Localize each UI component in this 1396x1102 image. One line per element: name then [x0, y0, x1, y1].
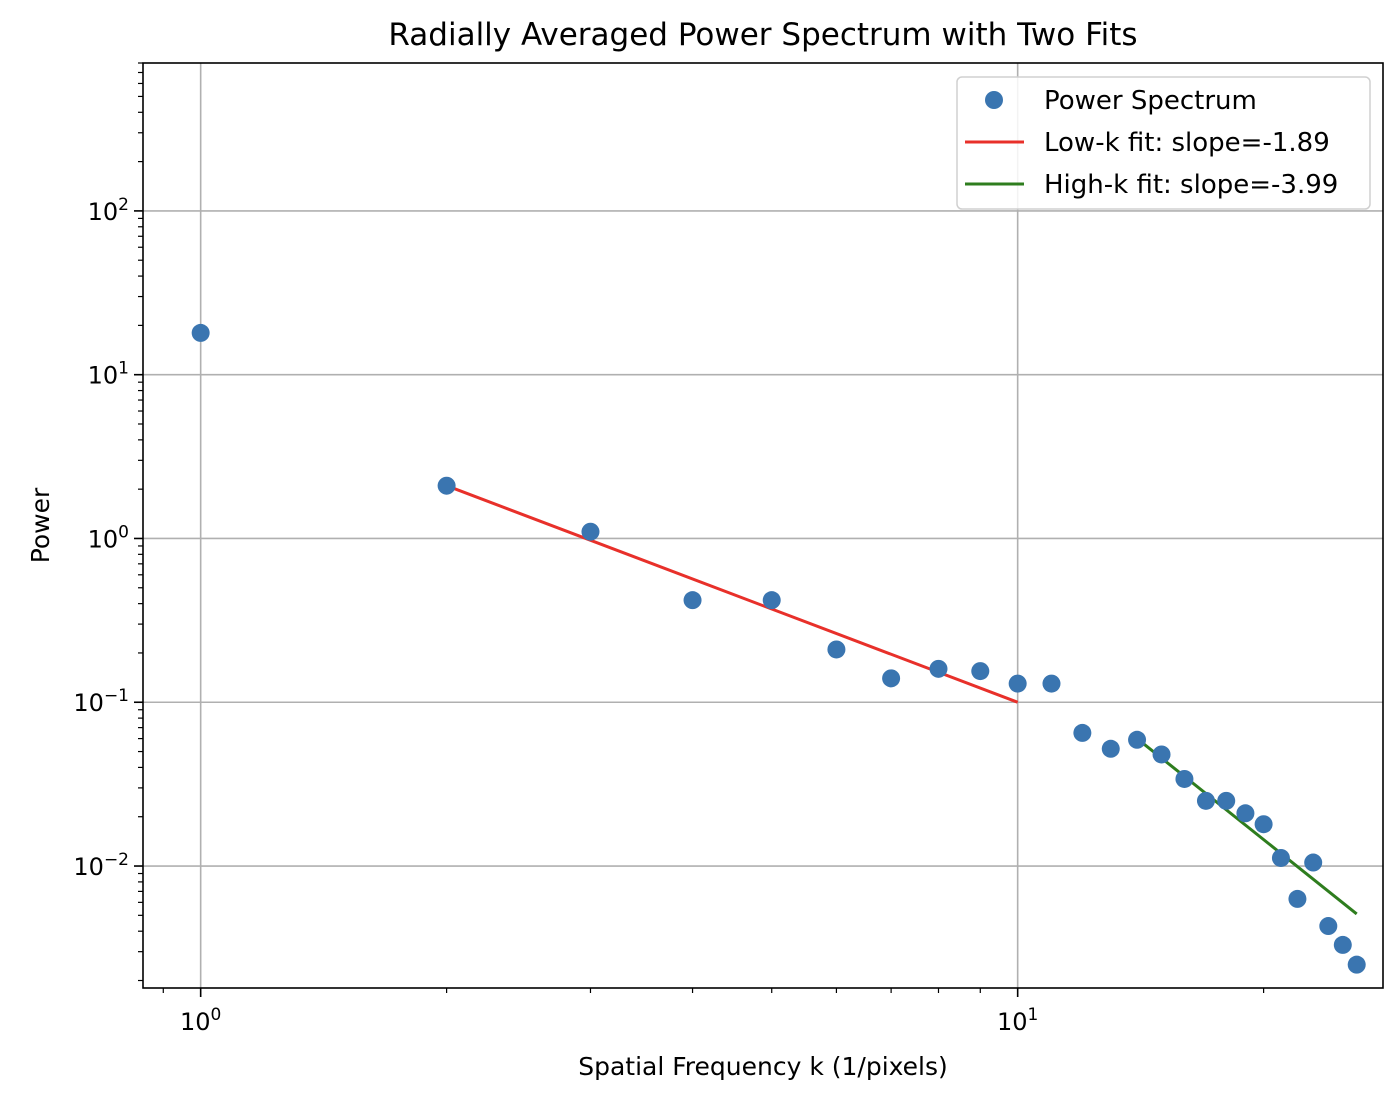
data-point [191, 323, 210, 342]
data-point [1254, 815, 1273, 834]
plot-area [191, 323, 1366, 974]
axes-frame [142, 62, 1384, 989]
x-tick-label: 101 [997, 1005, 1038, 1036]
y-tick-label: 101 [88, 359, 129, 390]
legend-box [956, 76, 1371, 210]
grid [143, 63, 1383, 988]
y-tick-label: 100 [88, 522, 129, 553]
data-point [1288, 889, 1307, 908]
legend: Power Spectrum Low-k fit: slope=-1.89 High… [956, 76, 1371, 210]
data-point [1271, 848, 1290, 867]
data-point [1128, 730, 1147, 749]
chart-title: Radially Averaged Power Spectrum with Tw… [388, 17, 1137, 53]
data-point [762, 591, 781, 610]
data-point [1333, 935, 1352, 954]
y-tick-label: 10−2 [73, 850, 129, 881]
data-point [581, 522, 600, 541]
data-point [929, 659, 948, 678]
data-point [882, 669, 901, 688]
ticks: 100 101 10−2 10−1 100 101 102 [73, 62, 1265, 1036]
fit-line-1 [446, 484, 1019, 704]
data-point [827, 640, 846, 659]
x-axis-label: Spatial Frequency k (1/pixels) [578, 1052, 948, 1081]
data-point [1042, 674, 1061, 693]
legend-label: High-k fit: slope=-3.99 [1044, 170, 1338, 200]
y-tick-label: 102 [88, 195, 129, 226]
data-point [1073, 723, 1092, 742]
data-point [1152, 745, 1171, 764]
data-point [1008, 674, 1027, 693]
data-point [1217, 791, 1236, 810]
y-tick-label: 10−1 [73, 686, 129, 717]
data-point [1304, 853, 1323, 872]
data-point [1236, 804, 1255, 823]
fit-line-2 [1136, 737, 1358, 916]
data-point [1175, 769, 1194, 788]
x-tick-label: 100 [180, 1005, 221, 1036]
data-point [1319, 917, 1338, 936]
data-point [1101, 739, 1120, 758]
data-point [1196, 791, 1215, 810]
data-point [437, 476, 456, 495]
legend-marker [985, 91, 1003, 109]
data-point [683, 591, 702, 610]
data-point [1347, 955, 1366, 974]
y-axis-label: Power [26, 487, 55, 563]
legend-label: Low-k fit: slope=-1.89 [1044, 128, 1330, 158]
legend-label: Power Spectrum [1044, 86, 1257, 116]
data-point [971, 662, 990, 681]
